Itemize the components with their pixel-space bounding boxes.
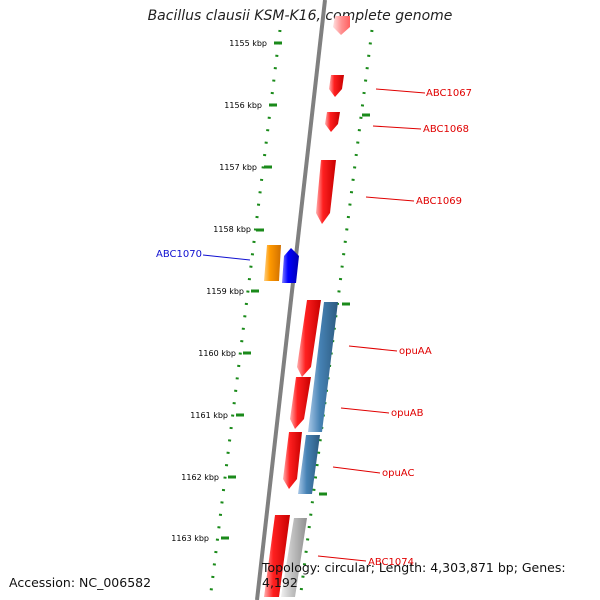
gene-steelblue-1[interactable] (308, 302, 338, 432)
scale-label: 1163 kbp (171, 534, 209, 543)
scale-label: 1155 kbp (229, 39, 267, 48)
gene-abc1068[interactable] (325, 112, 340, 132)
leader-abc1069 (365, 196, 415, 202)
genome-summary-text: Topology: circular; Length: 4,303,871 bp… (262, 560, 566, 590)
scale-label: 1159 kbp (206, 287, 244, 296)
leader-abc1070 (202, 254, 251, 261)
gene-label-abc1074[interactable]: ABC1074 (368, 557, 414, 568)
gene-label-opuac[interactable]: opuAC (382, 468, 414, 479)
scale-ticks (221, 41, 370, 540)
scale-label: 1157 kbp (219, 163, 257, 172)
gene-label-opuaa[interactable]: opuAA (399, 346, 432, 357)
gene-opuab[interactable] (290, 377, 311, 429)
leader-abc1074 (317, 555, 367, 562)
gene-feature-top[interactable] (333, 16, 350, 35)
gene-abc1067[interactable] (329, 75, 344, 97)
leader-opuac (332, 466, 381, 474)
gene-gray[interactable] (281, 518, 307, 597)
scale-label: 1162 kbp (181, 473, 219, 482)
gene-label-abc1068[interactable]: ABC1068 (423, 124, 469, 135)
gene-abc1069[interactable] (316, 160, 336, 224)
leader-abc1067 (375, 88, 426, 94)
accession-text: Accession: NC_006582 (9, 575, 152, 590)
leader-opuab (340, 407, 390, 414)
gene-label-abc1067[interactable]: ABC1067 (426, 88, 472, 99)
scale-label: 1158 kbp (213, 225, 251, 234)
gene-abc1074[interactable] (264, 515, 290, 597)
gene-label-abc1070[interactable]: ABC1070 (156, 249, 202, 260)
gene-opuaa[interactable] (297, 300, 321, 377)
map-title: Bacillus clausii KSM-K16, complete genom… (147, 8, 453, 24)
genome-backbone (255, 0, 327, 600)
scale-label: 1160 kbp (198, 349, 236, 358)
leader-opuaa (348, 345, 398, 352)
gene-orange[interactable] (264, 245, 281, 281)
scale-ring-dots (208, 29, 282, 600)
gene-abc1070[interactable] (282, 248, 299, 283)
gene-steelblue-2[interactable] (298, 435, 320, 494)
scale-label: 1161 kbp (190, 411, 228, 420)
gene-label-opuab[interactable]: opuAB (391, 408, 424, 419)
gene-opuac[interactable] (283, 432, 302, 489)
leader-abc1068 (372, 125, 422, 130)
scale-label: 1156 kbp (224, 101, 262, 110)
gene-label-abc1069[interactable]: ABC1069 (416, 196, 462, 207)
